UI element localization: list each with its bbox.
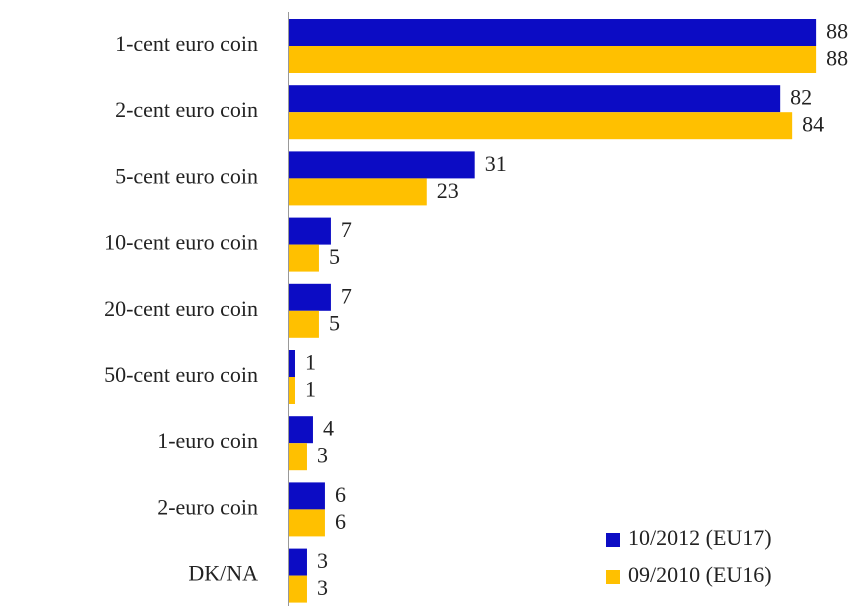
category-label: 2-euro coin: [157, 494, 258, 519]
category-label: 1-euro coin: [157, 428, 258, 453]
bar: [289, 85, 781, 113]
bar: [289, 443, 307, 471]
category-label: 1-cent euro coin: [115, 31, 258, 56]
value-label: 5: [329, 310, 340, 335]
category-label: DK/NA: [188, 561, 258, 586]
bar: [289, 112, 793, 140]
bar: [289, 19, 817, 46]
value-label: 1: [305, 377, 316, 402]
legend-swatch: [606, 570, 620, 584]
value-label: 6: [335, 482, 346, 507]
category-label: 2-cent euro coin: [115, 97, 258, 122]
bar: [289, 283, 331, 311]
value-label: 3: [317, 575, 328, 600]
bar: [289, 548, 307, 576]
legend-label: 09/2010 (EU16): [628, 562, 772, 587]
value-label: 23: [437, 178, 459, 203]
bar: [289, 244, 319, 272]
bar: [289, 217, 331, 245]
bar: [289, 509, 325, 537]
value-label: 88: [826, 19, 848, 44]
bar: [289, 310, 319, 338]
value-label: 3: [317, 548, 328, 573]
bar: [289, 151, 475, 179]
bar: [289, 416, 313, 444]
category-label: 50-cent euro coin: [104, 362, 258, 387]
value-label: 1: [305, 350, 316, 375]
bar: [289, 377, 295, 404]
category-label: 5-cent euro coin: [115, 163, 258, 188]
value-label: 6: [335, 509, 346, 534]
value-label: 88: [826, 46, 848, 71]
value-label: 31: [485, 151, 507, 176]
bar: [289, 482, 325, 510]
category-label: 20-cent euro coin: [104, 296, 258, 321]
value-label: 3: [317, 443, 328, 468]
value-label: 82: [790, 85, 812, 110]
value-label: 4: [323, 416, 334, 441]
category-label: 10-cent euro coin: [104, 230, 258, 255]
value-label: 7: [341, 283, 352, 308]
legend-label: 10/2012 (EU17): [628, 525, 772, 550]
bar: [289, 46, 817, 73]
value-label: 5: [329, 244, 340, 269]
legend-swatch: [606, 533, 620, 547]
value-label: 84: [802, 112, 824, 137]
bar: [289, 575, 307, 603]
value-label: 7: [341, 217, 352, 242]
bar: [289, 350, 295, 377]
bar: [289, 178, 427, 206]
